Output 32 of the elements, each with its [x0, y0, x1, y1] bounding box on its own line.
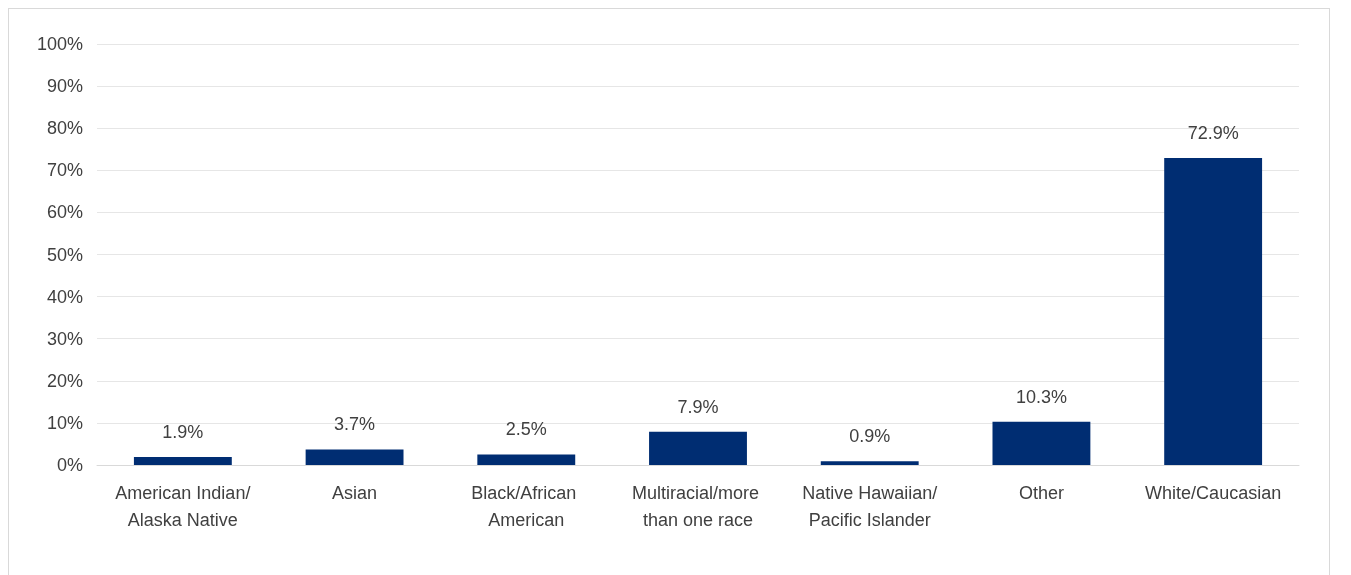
y-tick-label: 30% [46, 328, 83, 349]
x-tick-label: American Indian/Alaska Native [115, 482, 251, 530]
bar [477, 454, 576, 465]
x-tick-label: Black/African American [471, 482, 582, 530]
x-tick-label: Native Hawaiian/Pacific Islander [802, 482, 938, 530]
y-tick-label: 60% [46, 202, 83, 223]
y-tick-label: 40% [46, 286, 83, 307]
x-tick-label: Multiracial/more than one race [631, 482, 765, 530]
y-tick-label: 100% [36, 34, 83, 54]
x-tick-label: Asian [332, 482, 378, 503]
y-tick-label: 90% [46, 76, 83, 97]
data-label: 2.5% [505, 419, 547, 440]
bar [1164, 158, 1263, 465]
y-tick-label: 80% [46, 118, 83, 139]
bar [649, 431, 747, 465]
data-label: 72.9% [1187, 123, 1239, 144]
data-label: 10.3% [1015, 386, 1067, 407]
bar [992, 421, 1091, 465]
y-tick-label: 70% [46, 160, 83, 181]
bar [133, 457, 232, 465]
y-tick-label: 10% [46, 412, 83, 433]
y-tick-label: 50% [46, 244, 83, 265]
bar [305, 449, 404, 465]
x-tick-label: Other [1018, 482, 1064, 503]
y-tick-label: 0% [56, 455, 83, 475]
data-label: 7.9% [677, 396, 719, 417]
data-label: 1.9% [162, 422, 204, 442]
x-tick-label: White/Caucasian [1145, 482, 1282, 503]
data-label: 3.7% [334, 414, 376, 435]
data-label: 0.9% [849, 426, 891, 447]
y-tick-label: 20% [46, 370, 83, 391]
bar [820, 461, 919, 465]
